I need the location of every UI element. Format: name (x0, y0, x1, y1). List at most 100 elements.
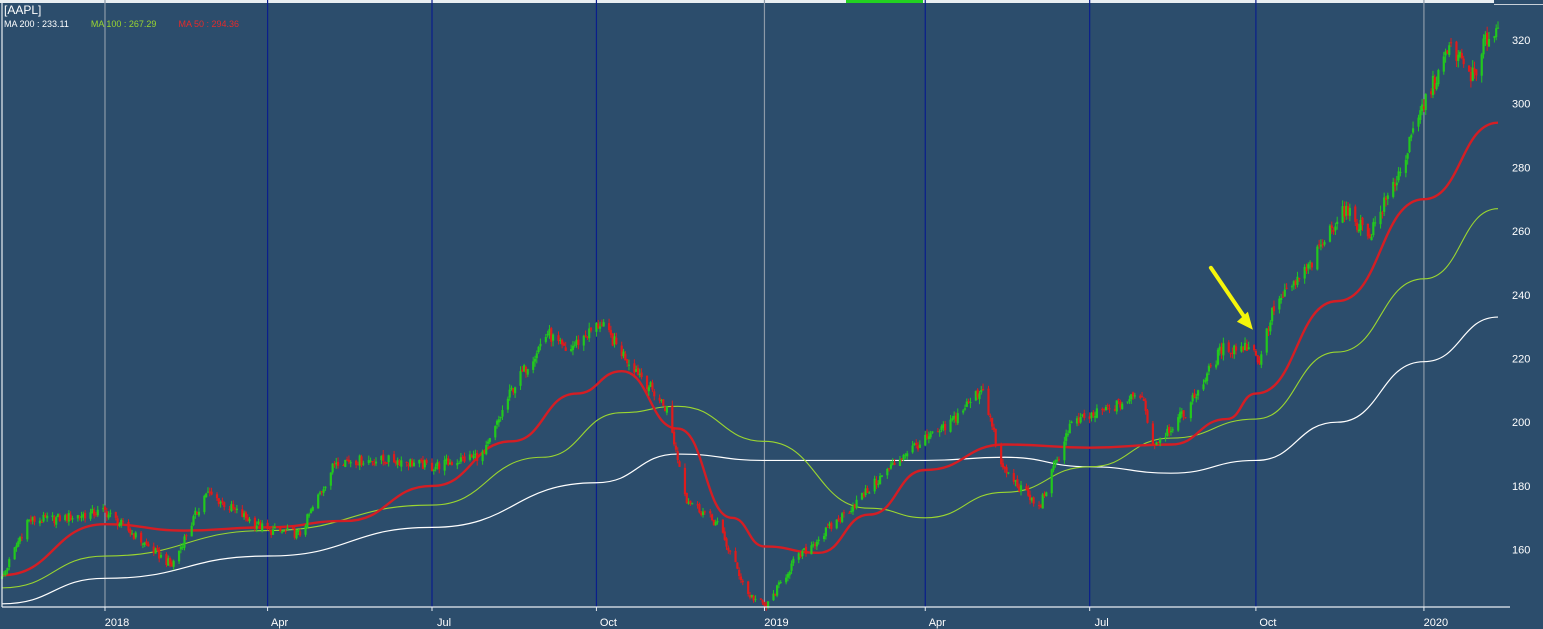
candle-up (1370, 236, 1373, 241)
candle-up (1419, 110, 1422, 120)
candle-down (233, 508, 237, 510)
candle-up (1437, 70, 1440, 85)
candle-up (308, 514, 311, 516)
candle-up (1233, 345, 1236, 355)
candle-up (28, 519, 31, 522)
candle-up (1222, 343, 1225, 356)
candle-up (82, 514, 85, 517)
candle-up (445, 458, 448, 462)
candle-down (215, 494, 219, 499)
candle-up (367, 460, 370, 464)
candle-up (1392, 181, 1395, 197)
candle-up (1280, 297, 1283, 300)
candle-up (109, 512, 112, 514)
candle-down (721, 519, 724, 533)
candle-down (1227, 342, 1230, 352)
candle-down (170, 562, 173, 567)
candle-down (1043, 493, 1046, 497)
candle-down (1355, 222, 1359, 230)
candle-down (347, 459, 350, 462)
candle-up (172, 560, 175, 567)
candle-down (645, 375, 649, 390)
candle-down (1028, 494, 1032, 501)
candle-up (474, 453, 477, 455)
candle-down (121, 521, 125, 523)
candle-up (1417, 117, 1420, 127)
y-tick-label: 280 (1512, 162, 1530, 174)
candle-down (103, 506, 107, 511)
candle-up (1128, 399, 1131, 402)
candle-up (203, 495, 206, 513)
candle-up (627, 364, 631, 366)
candle-down (1332, 230, 1335, 232)
candle-down (512, 388, 515, 393)
candle-up (1283, 289, 1286, 297)
candle-down (1139, 395, 1142, 398)
candle-up (297, 529, 300, 532)
candle-up (913, 443, 916, 446)
candle-up (647, 387, 650, 392)
candle-down (1272, 306, 1276, 312)
candle-up (51, 515, 54, 518)
candle-up (797, 553, 800, 560)
candle-up (380, 455, 383, 461)
candle-up (519, 371, 522, 386)
candle-down (633, 363, 636, 373)
candle-up (880, 475, 883, 477)
candle-up (779, 582, 782, 584)
x-tick-label: 2019 (764, 617, 788, 629)
candle-up (969, 402, 972, 404)
candle-up (167, 558, 170, 566)
candle-up (181, 547, 184, 549)
candle-down (53, 516, 56, 524)
candle-up (434, 466, 437, 470)
candle-down (1209, 365, 1212, 367)
candle-up (777, 582, 781, 585)
candle-up (1218, 346, 1221, 351)
candle-up (571, 346, 575, 351)
candle-up (570, 349, 573, 352)
candle-up (776, 585, 779, 596)
candle-down (989, 415, 992, 418)
candle-down (405, 462, 408, 464)
candle-down (217, 498, 220, 505)
x-tick-label: 2018 (105, 617, 129, 629)
candle-down (994, 428, 997, 447)
candle-up (1090, 412, 1093, 418)
candle-up (638, 374, 641, 376)
candle-up (1075, 418, 1079, 424)
candle-down (1330, 225, 1333, 228)
candle-down (1037, 505, 1041, 507)
candle-down (394, 461, 397, 464)
candle-up (55, 517, 58, 525)
candle-down (373, 463, 376, 465)
candle-up (1126, 401, 1129, 403)
candle-down (1012, 473, 1015, 482)
candle-up (194, 510, 197, 515)
candle-down (132, 533, 135, 539)
candle-up (1178, 412, 1182, 419)
candle-down (140, 532, 143, 543)
candle-down (774, 593, 777, 596)
candle-up (1442, 56, 1445, 72)
candle-up (400, 460, 403, 467)
candle-up (532, 361, 535, 370)
candle-up (8, 559, 11, 568)
candle-down (1245, 344, 1248, 351)
candle-down (1258, 360, 1261, 364)
candle-up (953, 415, 956, 419)
candle-up (1319, 245, 1323, 247)
candle-down (1005, 467, 1008, 474)
candle-down (626, 359, 629, 364)
candle-up (635, 369, 638, 372)
candle-up (850, 510, 853, 512)
candle-up (714, 521, 717, 526)
candle-down (40, 522, 43, 524)
candle-up (582, 335, 585, 346)
candle-down (842, 512, 846, 514)
candle-up (1383, 197, 1386, 212)
y-tick-label: 300 (1512, 99, 1530, 111)
candle-up (602, 322, 605, 327)
ma100-legend-label: MA 100 : 267.29 (90, 19, 157, 29)
